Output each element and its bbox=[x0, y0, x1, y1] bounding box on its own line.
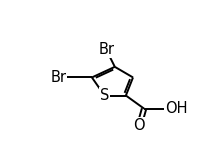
Text: Br: Br bbox=[51, 70, 67, 85]
Text: OH: OH bbox=[165, 101, 187, 116]
Text: Br: Br bbox=[98, 42, 114, 57]
Text: O: O bbox=[134, 118, 145, 133]
Text: S: S bbox=[100, 88, 109, 103]
